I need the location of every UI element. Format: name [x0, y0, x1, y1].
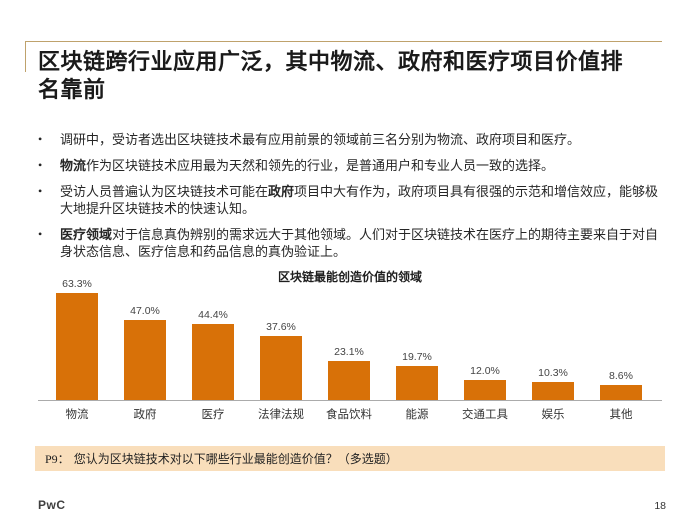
bar-chart: 63.3% 47.0% 44.4% 37.6% 23.1% 19.7% 12.0% 10.3%… [43, 278, 655, 400]
bullet-list: • 调研中，受访者选出区块链技术最有应用前景的领域前三名分别为物流、政府项目和医… [38, 131, 668, 269]
bullet-text-post: 作为区块链技术应用最为天然和领先的行业，是普通用户和专业人员一致的选择。 [86, 158, 555, 173]
bar-slot: 37.6% [247, 278, 315, 400]
survey-question-text: 您认为区块链技术对以下哪些行业最能创造价值？（多选题） [73, 452, 398, 466]
bullet-item: • 受访人员普遍认为区块链技术可能在政府项目中大有作为，政府项目具有很强的示范和… [38, 183, 668, 217]
bullet-marker: • [38, 158, 43, 172]
chart-x-axis-line [38, 400, 662, 401]
category-label: 政府 [133, 409, 157, 421]
chart-category-row: 物流 政府 医疗 法律法规 食品饮料 能源 交通工具 娱乐 其他 [43, 406, 655, 422]
bar [532, 382, 574, 400]
chart-title: 区块链最能创造价值的领域 [277, 270, 422, 284]
bullet-text-bold: 医疗领域 [60, 227, 113, 242]
bullet-marker: • [38, 227, 43, 241]
title-accent-top-line [25, 41, 662, 42]
bar-value-label: 63.3% [62, 278, 92, 290]
bar-value-label: 10.3% [538, 367, 568, 379]
bar [56, 293, 98, 400]
bullet-text: 受访人员普遍认为区块链技术可能在政府项目中大有作为，政府项目具有很强的示范和增信… [60, 183, 668, 217]
category-label: 能源 [405, 409, 429, 421]
bar-slot: 19.7% [383, 278, 451, 400]
category-label: 法律法规 [258, 409, 304, 421]
bar-slot: 12.0% [451, 278, 519, 400]
bullet-text: 调研中，受访者选出区块链技术最有应用前景的领域前三名分别为物流、政府项目和医疗。 [60, 131, 580, 148]
bar [124, 320, 166, 400]
bar [260, 336, 302, 400]
category-label: 其他 [609, 409, 633, 421]
bar-value-label: 23.1% [334, 346, 364, 358]
bar-slot: 47.0% [111, 278, 179, 400]
bullet-text: 物流作为区块链技术应用最为天然和领先的行业，是普通用户和专业人员一致的选择。 [60, 157, 554, 174]
bar-value-label: 44.4% [198, 309, 228, 321]
survey-question-bar: P9： 您认为区块链技术对以下哪些行业最能创造价值？（多选题） [35, 446, 665, 471]
bar [328, 361, 370, 400]
bar-slot: 8.6% [587, 278, 655, 400]
category-label: 物流 [65, 409, 89, 421]
category-label: 食品饮料 [326, 409, 372, 421]
bullet-text-post: 项目中大有作为，政府项目具有很强的示范和增信效应，能够极大地提升区块链技术的快速… [60, 184, 659, 216]
bullet-text-post: 对于信息真伪辨别的需求远大于其他领域。人们对于区块链技术在医疗上的期待主要来自于… [60, 227, 659, 259]
bullet-text: 医疗领域对于信息真伪辨别的需求远大于其他领域。人们对于区块链技术在医疗上的期待主… [60, 226, 668, 260]
bar-slot: 23.1% [315, 278, 383, 400]
bullet-text-bold: 物流 [60, 158, 87, 173]
bullet-marker: • [38, 184, 43, 198]
bar [192, 324, 234, 400]
pwc-logo: PwC [38, 498, 66, 512]
bar-value-label: 47.0% [130, 305, 160, 317]
bullet-item: • 物流作为区块链技术应用最为天然和领先的行业，是普通用户和专业人员一致的选择。 [38, 157, 668, 174]
bar-value-label: 12.0% [470, 365, 500, 377]
page-number: 18 [654, 500, 666, 512]
title-accent-left-line [25, 41, 26, 72]
bar-slot: 44.4% [179, 278, 247, 400]
bullet-text-pre: 受访人员普遍认为区块链技术可能在 [60, 184, 269, 199]
category-label: 娱乐 [541, 409, 565, 421]
survey-question-number: P9： [45, 452, 70, 466]
category-label: 医疗 [201, 409, 225, 421]
bar-value-label: 19.7% [402, 351, 432, 363]
bar-slot: 63.3% [43, 278, 111, 400]
bar [464, 380, 506, 400]
bar [600, 385, 642, 400]
bar-value-label: 8.6% [609, 370, 633, 382]
bar-value-label: 37.6% [266, 321, 296, 333]
bar [396, 366, 438, 400]
bar-slot: 10.3% [519, 278, 587, 400]
bullet-marker: • [38, 132, 43, 146]
bullet-item: • 调研中，受访者选出区块链技术最有应用前景的领域前三名分别为物流、政府项目和医… [38, 131, 668, 148]
bullet-item: • 医疗领域对于信息真伪辨别的需求远大于其他领域。人们对于区块链技术在医疗上的期… [38, 226, 668, 260]
slide-title: 区块链跨行业应用广泛，其中物流、政府和医疗项目价值排 名靠前 [38, 49, 624, 102]
category-label: 交通工具 [462, 409, 508, 421]
bullet-text-pre: 调研中，受访者选出区块链技术最有应用前景的领域前三名分别为物流、政府项目和医疗。 [60, 132, 581, 147]
bullet-text-bold: 政府 [268, 184, 295, 199]
